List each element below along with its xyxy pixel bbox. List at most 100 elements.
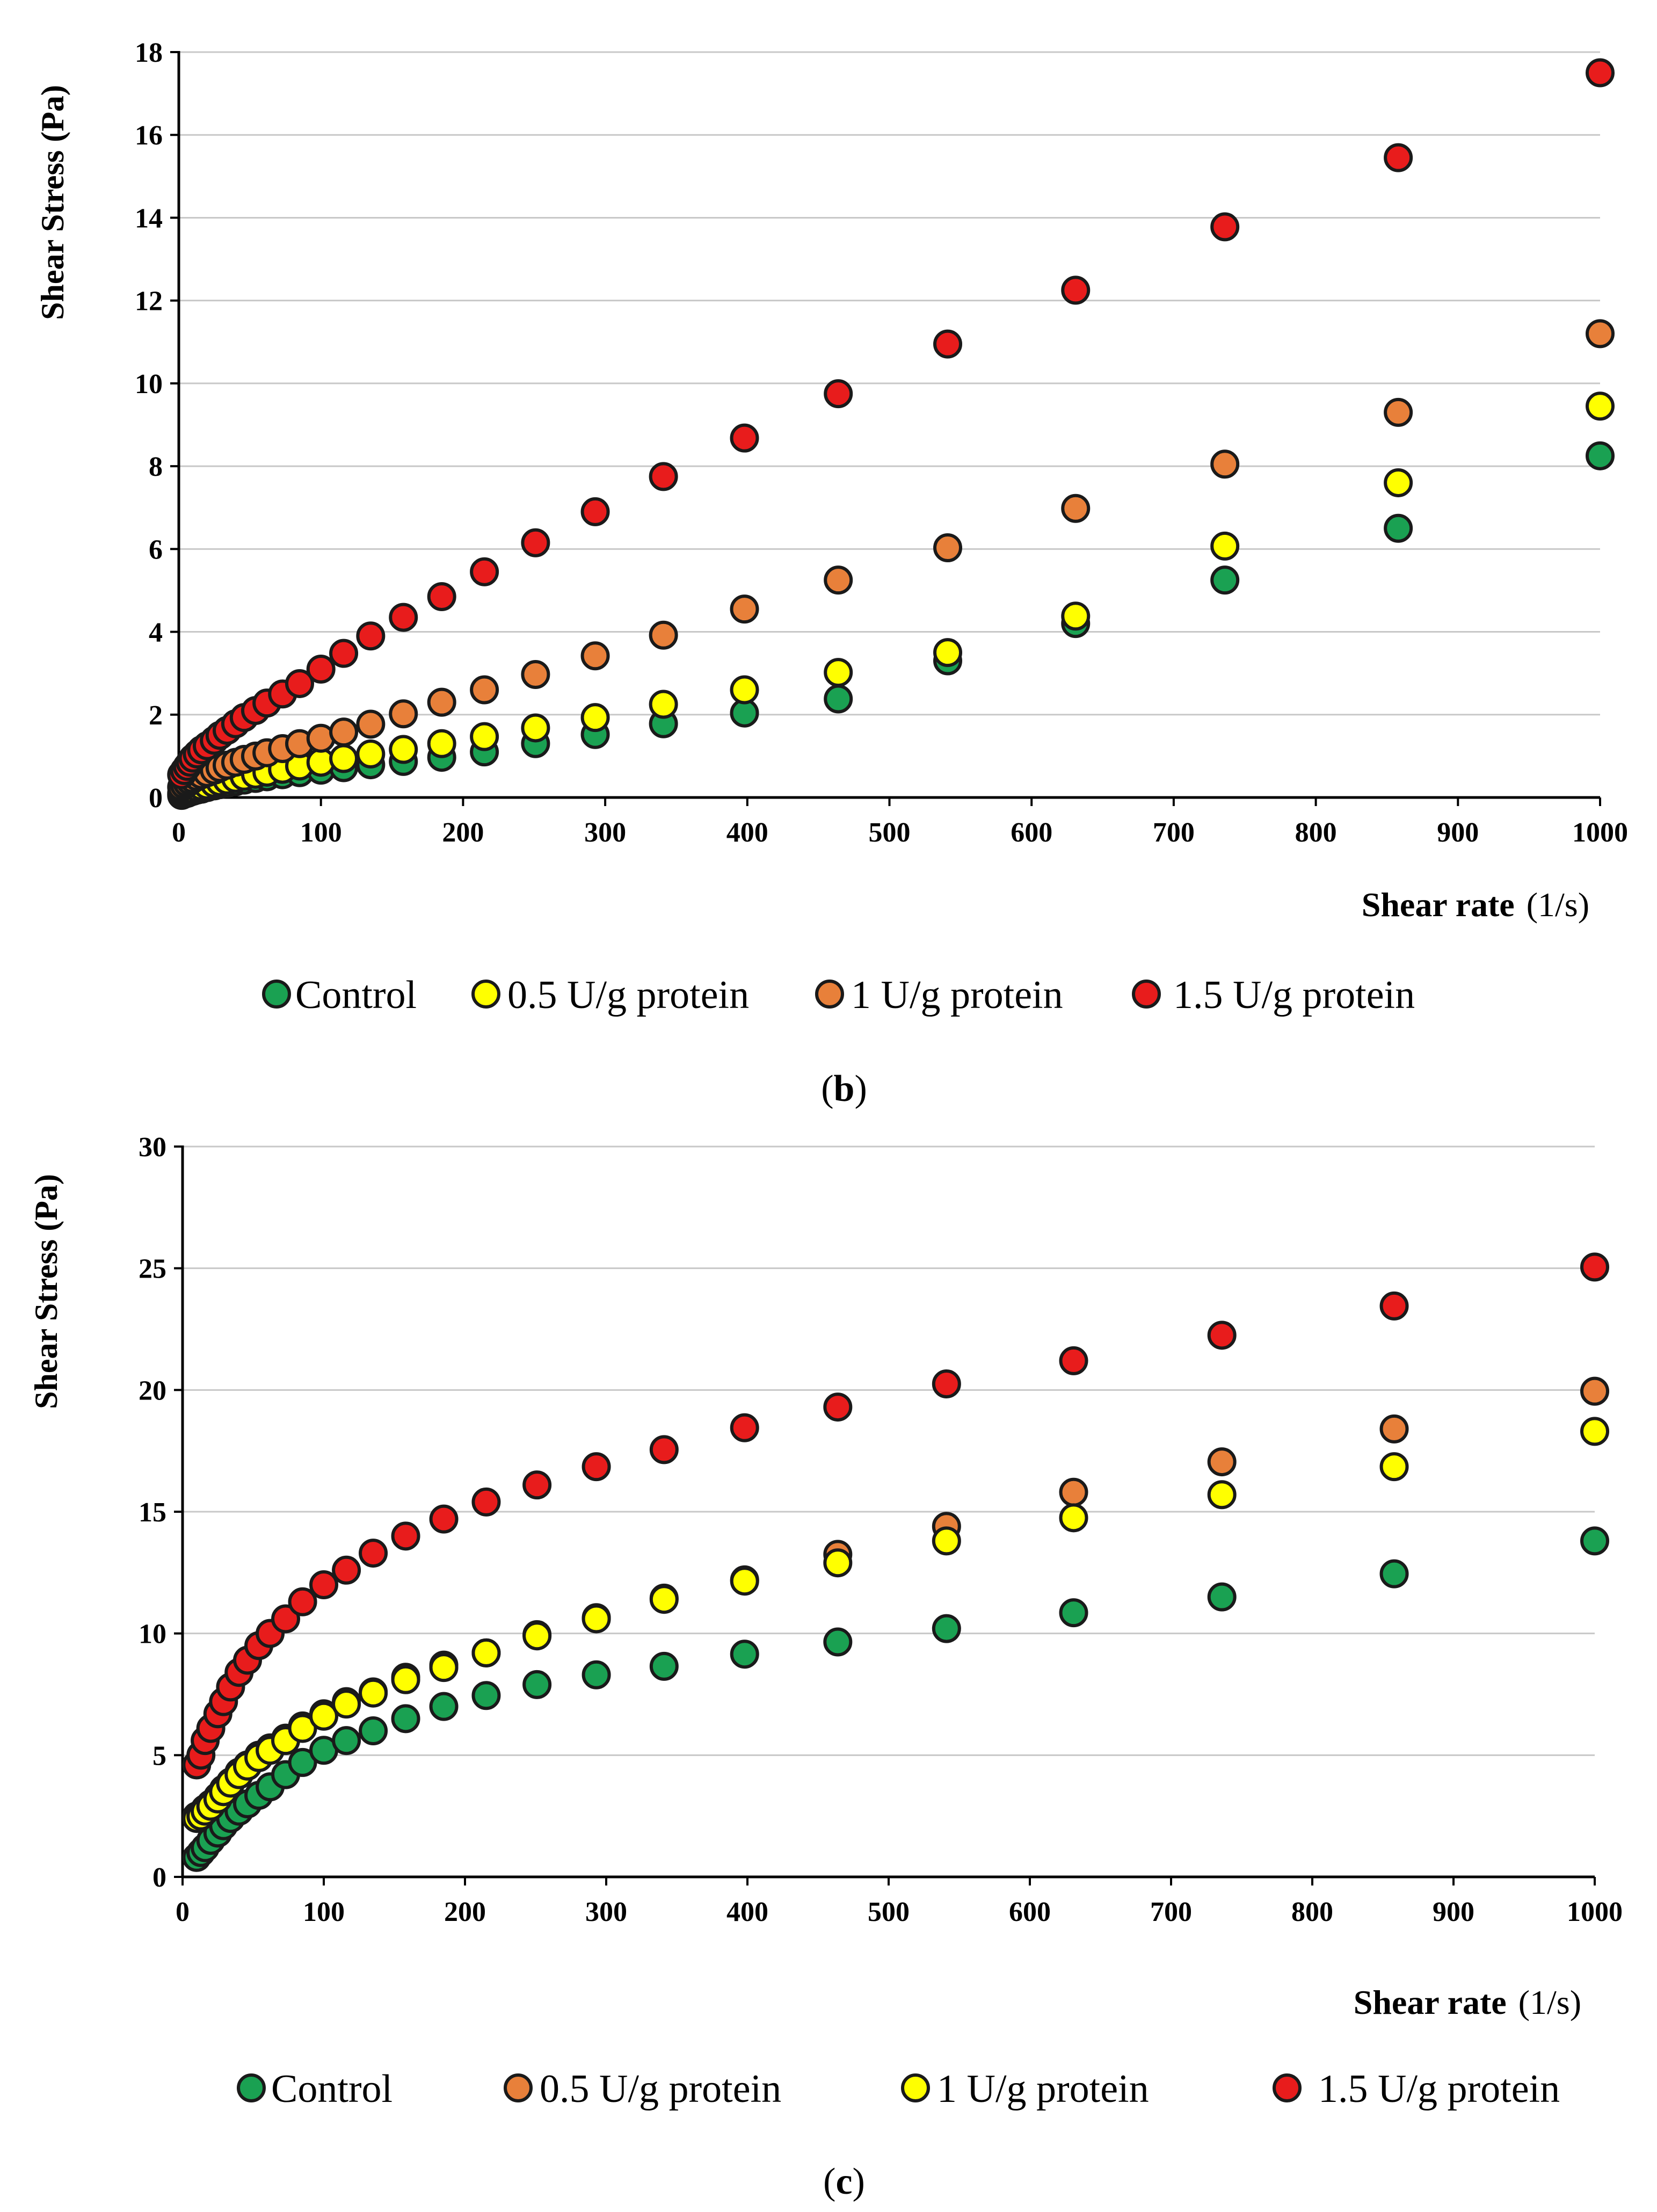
data-points: [182, 1252, 1609, 1872]
data-point-1-5-u-g-protein: [730, 1413, 759, 1442]
data-point-1-u-g-protein: [1061, 494, 1091, 523]
x-tick-label: 500: [869, 817, 911, 848]
data-point-1-u-g-protein: [356, 709, 386, 739]
legend-label-1-5-u-g-protein: 1.5 U/g protein: [1173, 973, 1415, 1017]
data-point-1-5-u-g-protein: [309, 1570, 338, 1599]
data-point-1-5-u-g-protein: [521, 528, 550, 557]
data-point-0-5-u-g-protein: [824, 658, 853, 687]
data-point-control: [391, 1704, 420, 1734]
data-point-0-5-u-g-protein: [356, 739, 386, 769]
data-point-control: [1059, 1598, 1088, 1628]
data-point-1-u-g-protein: [824, 565, 853, 595]
data-point-control: [1586, 441, 1615, 470]
data-point-1-u-g-protein: [932, 1526, 961, 1556]
data-point-1-5-u-g-protein: [1580, 1252, 1609, 1282]
data-point-1-u-g-protein: [429, 1653, 459, 1682]
data-point-1-5-u-g-protein: [582, 1452, 611, 1482]
x-tick-label: 100: [300, 817, 342, 848]
data-point-1-u-g-protein: [391, 1665, 420, 1694]
data-point-1-u-g-protein: [1059, 1503, 1088, 1533]
data-point-control: [1210, 565, 1240, 595]
data-point-0-5-u-g-protein: [1059, 1477, 1088, 1507]
data-point-1-5-u-g-protein: [306, 654, 336, 684]
x-axis-label-unit: (1/s): [1527, 886, 1589, 924]
legend-label-0-5-u-g-protein: 0.5 U/g protein: [540, 2067, 781, 2111]
data-point-control: [649, 1651, 679, 1681]
axes: [174, 1145, 1596, 1885]
y-tick-label: 0: [152, 1862, 166, 1893]
gridlines: [183, 1145, 1595, 1756]
x-tick-label: 0: [176, 1897, 190, 1927]
data-point-1-5-u-g-protein: [356, 621, 386, 651]
caption-close: ): [854, 1068, 867, 1109]
data-point-1-u-g-protein: [332, 1689, 361, 1719]
data-point-1-u-g-protein: [933, 533, 963, 563]
legend-marker-1-5-u-g-protein: [1132, 980, 1161, 1009]
legend-marker-0-5-u-g-protein: [471, 980, 500, 1009]
x-tick-label: 500: [868, 1897, 910, 1927]
data-point-1-5-u-g-protein: [932, 1369, 961, 1398]
data-point-1-u-g-protein: [329, 717, 359, 747]
y-tick-label: 12: [135, 286, 163, 317]
data-point-0-5-u-g-protein: [1379, 1414, 1409, 1444]
legend-label-1-5-u-g-protein: 1.5 U/g protein: [1318, 2067, 1560, 2111]
data-point-1-u-g-protein: [580, 641, 610, 671]
data-point-1-5-u-g-protein: [470, 557, 499, 586]
legend-marker-control: [262, 980, 291, 1009]
data-point-1-u-g-protein: [427, 687, 456, 717]
x-tick-label: 100: [303, 1897, 345, 1927]
data-point-1-u-g-protein: [521, 659, 550, 689]
data-point-0-5-u-g-protein: [730, 675, 759, 705]
x-tick-label: 400: [726, 817, 768, 848]
data-point-0-5-u-g-protein: [1580, 1376, 1609, 1406]
data-point-1-u-g-protein: [582, 1604, 611, 1634]
data-point-1-5-u-g-protein: [522, 1470, 552, 1500]
data-point-1-5-u-g-protein: [1210, 212, 1240, 242]
data-point-1-u-g-protein: [470, 675, 499, 705]
x-tick-labels: 0 100 200 300 400 500 600 700 800 900 1000: [172, 817, 1628, 848]
data-point-1-u-g-protein: [1207, 1480, 1237, 1510]
data-point-1-u-g-protein: [389, 699, 418, 729]
y-tick-label: 15: [139, 1497, 166, 1528]
y-tick-label: 18: [135, 38, 163, 68]
caption-letter: b: [834, 1068, 855, 1109]
data-point-control: [1207, 1582, 1237, 1612]
x-tick-label: 800: [1291, 1897, 1333, 1927]
caption-open: (: [821, 1068, 833, 1109]
data-point-0-5-u-g-protein: [649, 690, 678, 719]
data-point-1-5-u-g-protein: [359, 1539, 388, 1568]
data-point-1-u-g-protein: [1384, 397, 1413, 427]
data-point-control: [823, 1627, 853, 1657]
data-point-1-u-g-protein: [522, 1621, 552, 1651]
caption-open: (: [823, 2161, 835, 2202]
data-point-control: [522, 1670, 552, 1699]
x-tick-label: 600: [1011, 817, 1052, 848]
panel-caption: (b): [821, 1068, 867, 1109]
legend-label-control: Control: [271, 2067, 393, 2111]
x-tick-label: 0: [172, 817, 186, 848]
y-tick-label: 10: [135, 369, 163, 400]
data-point-1-5-u-g-protein: [1384, 143, 1413, 172]
data-point-1-u-g-protein: [1379, 1452, 1409, 1482]
data-point-1-5-u-g-protein: [288, 1587, 317, 1616]
data-point-1-5-u-g-protein: [1207, 1321, 1237, 1350]
data-point-1-5-u-g-protein: [933, 329, 963, 359]
data-point-0-5-u-g-protein: [1586, 391, 1615, 421]
gridlines: [179, 51, 1600, 716]
data-point-1-5-u-g-protein: [391, 1521, 420, 1551]
data-point-0-5-u-g-protein: [1207, 1447, 1237, 1477]
panel-caption: (c): [823, 2161, 865, 2202]
data-point-1-u-g-protein: [471, 1638, 501, 1667]
x-tick-label: 600: [1009, 1897, 1051, 1927]
x-axis-label: Shear rate (1/s): [1354, 1983, 1581, 2021]
legend-marker-1-5-u-g-protein: [1273, 2073, 1302, 2102]
x-tick-label: 1000: [1572, 817, 1628, 848]
y-tick-label: 10: [139, 1619, 166, 1650]
data-point-1-5-u-g-protein: [471, 1487, 501, 1517]
x-tick-label: 400: [726, 1897, 768, 1927]
y-tick-label: 5: [152, 1740, 166, 1771]
data-point-control: [1384, 513, 1413, 543]
x-axis-label-name: Shear rate: [1362, 886, 1515, 924]
data-point-1-u-g-protein: [730, 594, 759, 624]
data-point-1-5-u-g-protein: [823, 1393, 853, 1422]
